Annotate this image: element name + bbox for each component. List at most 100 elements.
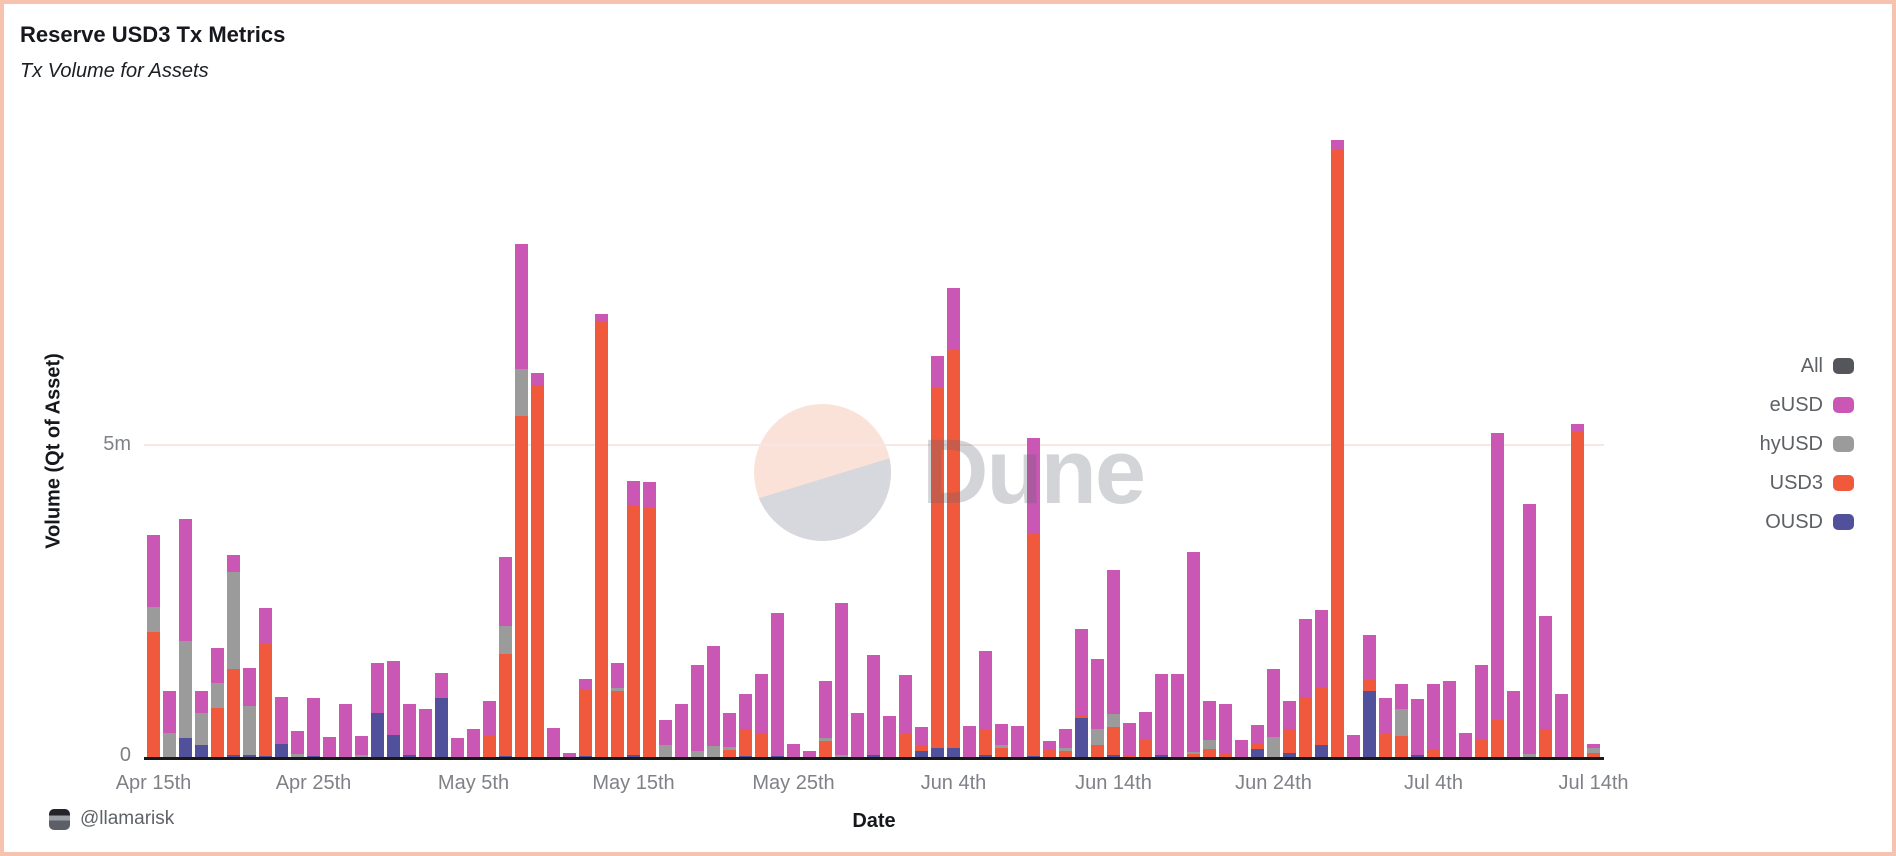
bar-may-27[interactable]	[819, 681, 832, 757]
bar-jun-25[interactable]	[1283, 700, 1296, 757]
bar-jul-6[interactable]	[1459, 733, 1472, 757]
bar-apr-18[interactable]	[195, 691, 208, 757]
bar-jun-17[interactable]	[1155, 673, 1168, 757]
bar-may-9[interactable]	[531, 373, 544, 757]
bar-jun-28[interactable]	[1331, 140, 1344, 757]
bar-jul-1[interactable]	[1379, 697, 1392, 757]
bar-jun-26[interactable]	[1299, 619, 1312, 757]
bar-segment-hyusd	[659, 744, 672, 757]
bar-apr-16[interactable]	[163, 691, 176, 757]
bar-jun-19[interactable]	[1187, 551, 1200, 757]
bar-jun-13[interactable]	[1091, 658, 1104, 757]
bar-jun-2[interactable]	[915, 726, 928, 757]
bar-may-3[interactable]	[435, 672, 448, 757]
bar-may-8[interactable]	[515, 243, 528, 757]
bar-jul-2[interactable]	[1395, 683, 1408, 757]
bar-may-20[interactable]	[707, 645, 720, 757]
bar-apr-27[interactable]	[339, 704, 352, 757]
bar-may-15[interactable]	[627, 481, 640, 757]
bar-jul-8[interactable]	[1491, 433, 1504, 757]
bar-jul-3[interactable]	[1411, 699, 1424, 757]
bar-jun-6[interactable]	[979, 651, 992, 757]
bar-apr-15[interactable]	[147, 534, 160, 757]
bar-apr-22[interactable]	[259, 608, 272, 757]
bar-may-12[interactable]	[579, 678, 592, 757]
bar-may-21[interactable]	[723, 712, 736, 757]
bar-jun-9[interactable]	[1027, 437, 1040, 757]
bar-apr-24[interactable]	[291, 730, 304, 757]
bar-may-4[interactable]	[451, 738, 464, 757]
bar-jun-12[interactable]	[1075, 628, 1088, 757]
bar-may-23[interactable]	[755, 674, 768, 757]
legend-item-hyusd[interactable]: hyUSD	[1760, 431, 1854, 457]
bar-may-5[interactable]	[467, 728, 480, 757]
bar-apr-25[interactable]	[307, 698, 320, 757]
bar-jun-18[interactable]	[1171, 673, 1184, 757]
bar-may-28[interactable]	[835, 603, 848, 757]
bar-may-18[interactable]	[675, 703, 688, 757]
bar-segment-eusd	[1459, 733, 1472, 757]
bar-may-17[interactable]	[659, 719, 672, 757]
bar-jun-3[interactable]	[931, 356, 944, 757]
bar-apr-28[interactable]	[355, 735, 368, 757]
bar-may-24[interactable]	[771, 613, 784, 757]
bar-may-22[interactable]	[739, 693, 752, 757]
bar-apr-30[interactable]	[387, 661, 400, 757]
legend-item-usd3[interactable]: USD3	[1770, 470, 1854, 496]
bar-may-10[interactable]	[547, 727, 560, 757]
bar-jun-14[interactable]	[1107, 570, 1120, 757]
bar-jun-16[interactable]	[1139, 712, 1152, 757]
bar-jun-29[interactable]	[1347, 735, 1360, 757]
bar-may-16[interactable]	[643, 481, 656, 757]
bar-may-1[interactable]	[403, 704, 416, 757]
bar-jun-7[interactable]	[995, 723, 1008, 757]
bar-segment-eusd	[1027, 437, 1040, 534]
bar-jun-8[interactable]	[1011, 725, 1024, 757]
bar-apr-19[interactable]	[211, 647, 224, 757]
bar-segment-hyusd	[147, 607, 160, 632]
bar-jul-14[interactable]	[1587, 744, 1600, 757]
bar-may-26[interactable]	[803, 751, 816, 757]
bar-jun-30[interactable]	[1363, 635, 1376, 757]
bar-may-6[interactable]	[483, 700, 496, 757]
bar-jul-12[interactable]	[1555, 694, 1568, 757]
bar-jun-24[interactable]	[1267, 669, 1280, 757]
legend-item-all[interactable]: All	[1801, 353, 1854, 379]
bar-jul-5[interactable]	[1443, 681, 1456, 757]
bar-may-7[interactable]	[499, 556, 512, 757]
bar-jul-9[interactable]	[1507, 691, 1520, 757]
bar-apr-21[interactable]	[243, 667, 256, 757]
bar-apr-26[interactable]	[323, 737, 336, 757]
bar-apr-29[interactable]	[371, 663, 384, 757]
bar-jun-15[interactable]	[1123, 723, 1136, 757]
bar-may-25[interactable]	[787, 743, 800, 757]
bar-jul-11[interactable]	[1539, 616, 1552, 757]
bar-jun-1[interactable]	[899, 675, 912, 757]
bar-apr-20[interactable]	[227, 554, 240, 757]
bar-may-31[interactable]	[883, 715, 896, 757]
bar-may-11[interactable]	[563, 752, 576, 757]
bar-may-30[interactable]	[867, 654, 880, 757]
bar-may-13[interactable]	[595, 314, 608, 757]
bar-apr-23[interactable]	[275, 696, 288, 757]
bar-jun-20[interactable]	[1203, 700, 1216, 757]
bar-may-2[interactable]	[419, 708, 432, 757]
bar-jul-13[interactable]	[1571, 424, 1584, 757]
bar-may-14[interactable]	[611, 662, 624, 757]
bar-jun-5[interactable]	[963, 725, 976, 757]
legend-item-ousd[interactable]: OUSD	[1765, 509, 1854, 535]
bar-may-29[interactable]	[851, 713, 864, 757]
bar-jun-22[interactable]	[1235, 740, 1248, 757]
bar-jun-11[interactable]	[1059, 729, 1072, 757]
bar-jul-10[interactable]	[1523, 503, 1536, 757]
bar-jul-4[interactable]	[1427, 684, 1440, 757]
bar-jun-10[interactable]	[1043, 740, 1056, 757]
bar-apr-17[interactable]	[179, 519, 192, 757]
legend-item-eusd[interactable]: eUSD	[1770, 392, 1854, 418]
bar-jun-21[interactable]	[1219, 703, 1232, 757]
bar-jul-7[interactable]	[1475, 665, 1488, 757]
bar-may-19[interactable]	[691, 664, 704, 757]
bar-jun-4[interactable]	[947, 287, 960, 757]
bar-jun-27[interactable]	[1315, 609, 1328, 757]
bar-jun-23[interactable]	[1251, 724, 1264, 757]
